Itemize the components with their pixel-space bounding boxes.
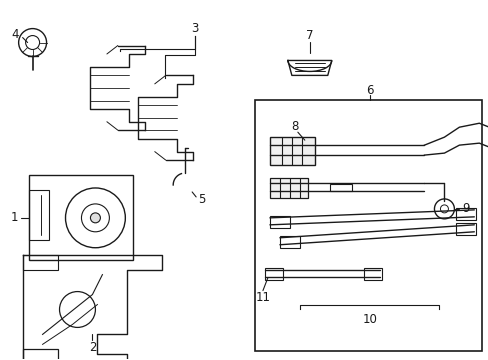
Text: 11: 11 <box>255 291 270 304</box>
Text: 10: 10 <box>362 313 376 326</box>
Text: 9: 9 <box>462 202 469 215</box>
Bar <box>264 268 283 280</box>
Bar <box>455 223 475 235</box>
Text: 1: 1 <box>11 211 19 224</box>
Bar <box>279 236 299 248</box>
Text: 4: 4 <box>11 28 19 41</box>
Circle shape <box>90 213 100 223</box>
Text: 5: 5 <box>198 193 205 206</box>
Text: 8: 8 <box>290 120 298 133</box>
Bar <box>269 216 289 228</box>
Text: 3: 3 <box>191 22 199 35</box>
Bar <box>329 184 351 191</box>
Bar <box>22 255 58 270</box>
Bar <box>29 190 48 240</box>
Bar <box>269 178 307 198</box>
Text: 6: 6 <box>365 84 373 97</box>
Bar <box>363 268 381 280</box>
Bar <box>254 100 481 351</box>
Bar <box>269 137 314 165</box>
Text: 7: 7 <box>305 29 313 42</box>
Bar <box>29 175 133 260</box>
Bar <box>22 349 58 360</box>
Bar <box>455 208 475 220</box>
Text: 2: 2 <box>88 341 96 354</box>
